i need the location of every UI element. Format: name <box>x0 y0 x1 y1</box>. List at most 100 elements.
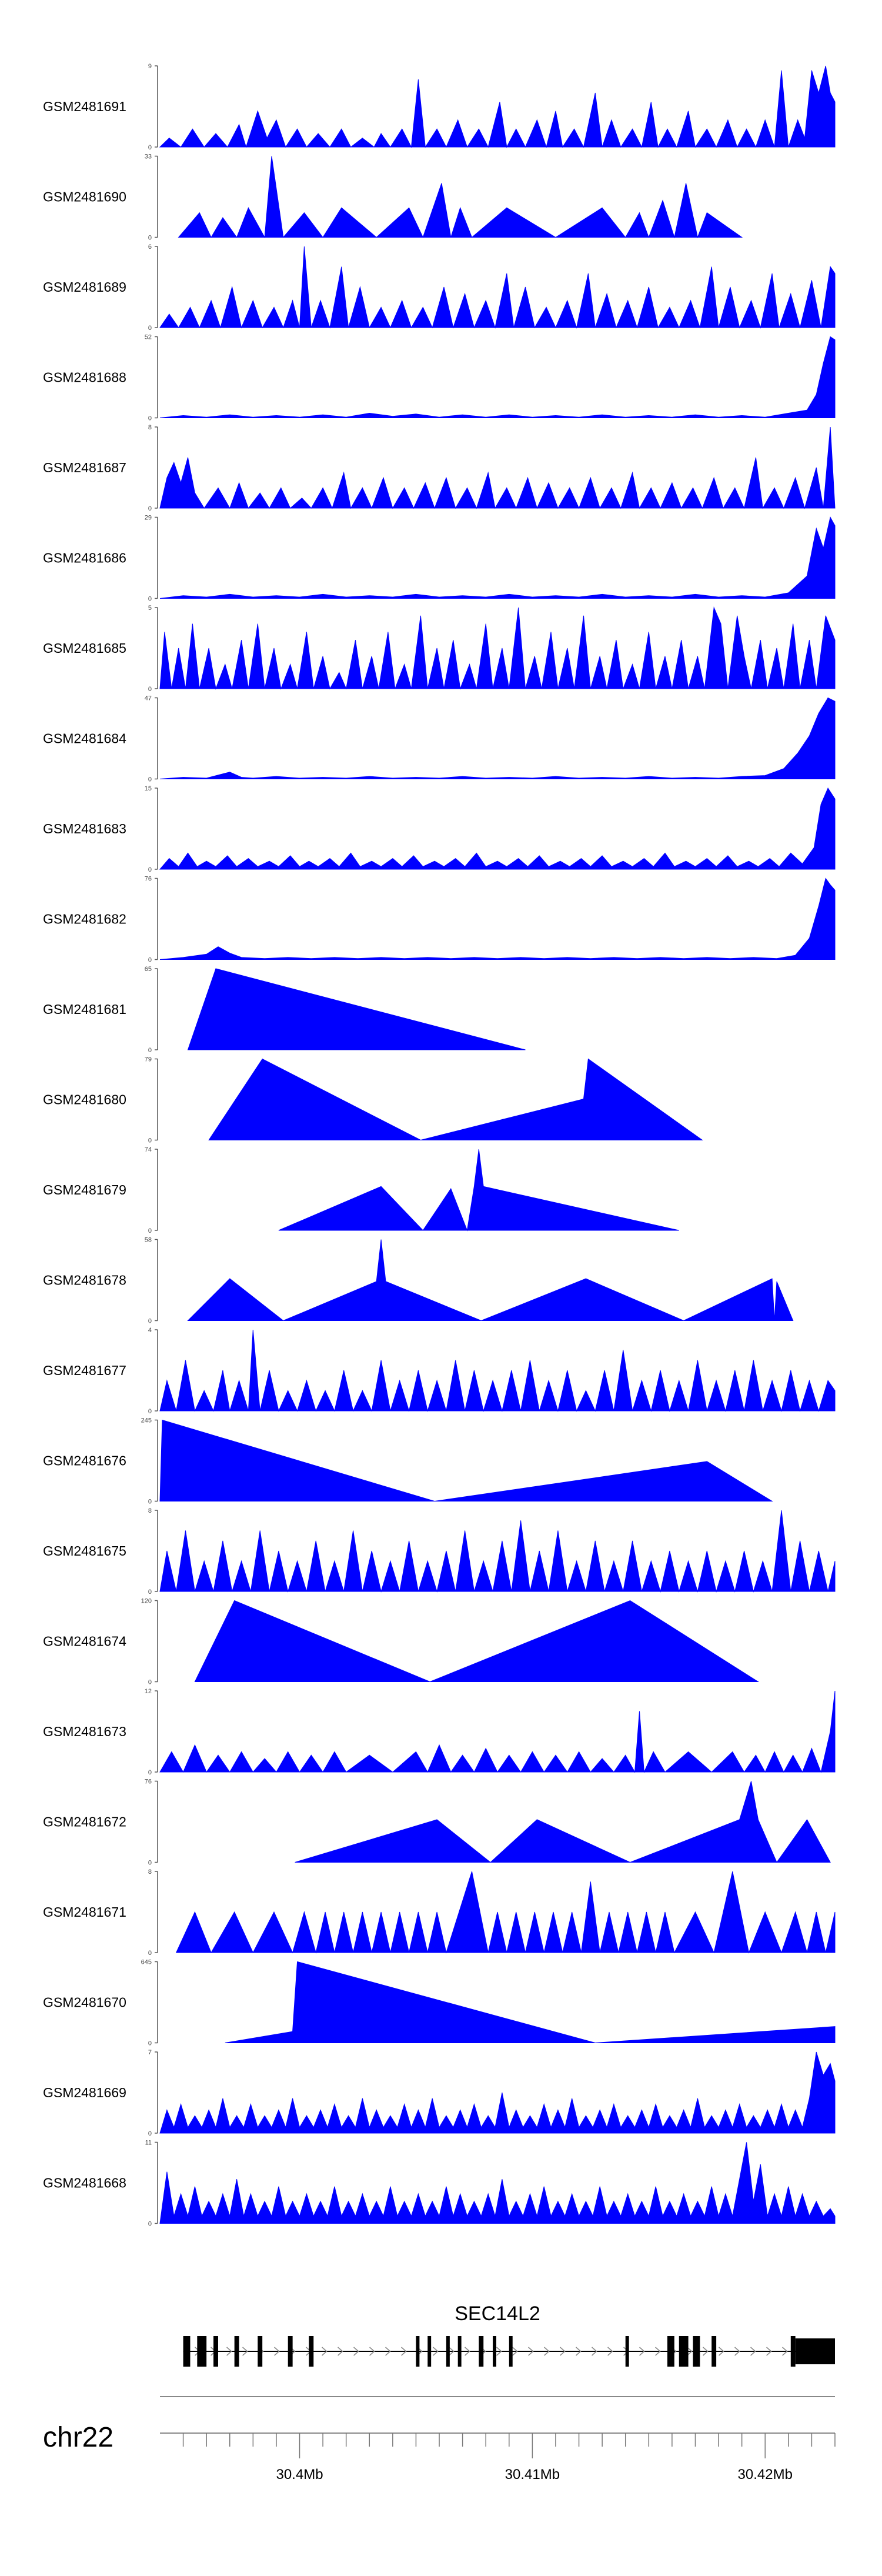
coverage-area <box>159 697 836 779</box>
strand-arrow <box>687 2347 693 2356</box>
track-GSM2481680: GSM2481680 79 0 <box>43 1056 703 1144</box>
strand-arrow <box>607 2347 613 2356</box>
track-GSM2481684: GSM2481684 47 0 <box>43 695 836 783</box>
exon <box>197 2336 207 2367</box>
strand-arrow <box>401 2347 407 2356</box>
y-max-label: 120 <box>141 1598 152 1605</box>
coverage-area <box>159 336 836 418</box>
y-zero-label: 0 <box>148 144 152 151</box>
y-zero-label: 0 <box>148 2040 152 2047</box>
y-max-label: 8 <box>148 1868 152 1876</box>
y-zero-label: 0 <box>148 776 152 783</box>
track-label: GSM2481689 <box>43 279 126 295</box>
y-max-label: 8 <box>148 424 152 431</box>
y-max-label: 15 <box>145 785 152 792</box>
track-GSM2481685: GSM2481685 5 0 <box>43 605 836 693</box>
y-max-label: 11 <box>145 2140 152 2147</box>
track-label: GSM2481672 <box>43 1814 126 1830</box>
track-label: GSM2481674 <box>43 1634 126 1649</box>
track-GSM2481669: GSM2481669 7 0 <box>43 2049 836 2137</box>
y-zero-label: 0 <box>148 1318 152 1325</box>
strand-arrow <box>338 2347 343 2356</box>
strand-arrow <box>766 2347 772 2356</box>
coverage-area <box>225 1961 836 2044</box>
y-zero-label: 0 <box>148 1679 152 1686</box>
y-zero-label: 0 <box>148 325 152 332</box>
track-label: GSM2481684 <box>43 731 126 746</box>
strand-arrow <box>496 2347 502 2356</box>
exon <box>479 2336 484 2367</box>
coverage-area <box>159 1419 773 1502</box>
chromosome-label: chr22 <box>43 2422 113 2453</box>
y-max-label: 245 <box>141 1417 152 1424</box>
track-label: GSM2481682 <box>43 912 126 927</box>
y-max-label: 29 <box>145 515 152 522</box>
y-max-label: 9 <box>148 63 152 70</box>
exon <box>309 2336 314 2367</box>
track-label: GSM2481688 <box>43 370 126 385</box>
track-label: GSM2481681 <box>43 1002 126 1017</box>
y-zero-label: 0 <box>148 1499 152 1506</box>
y-max-label: 8 <box>148 1507 152 1514</box>
gene-exons <box>183 2336 835 2367</box>
coverage-area <box>295 1781 831 1863</box>
track-GSM2481683: GSM2481683 15 0 <box>43 785 836 873</box>
y-zero-label: 0 <box>148 1589 152 1596</box>
strand-arrow <box>528 2347 534 2356</box>
x-tick-label: 30.4Mb <box>276 2467 323 2482</box>
y-zero-label: 0 <box>148 505 152 512</box>
strand-arrow <box>512 2347 518 2356</box>
track-GSM2481675: GSM2481675 8 0 <box>43 1507 836 1596</box>
track-GSM2481672: GSM2481672 76 0 <box>43 1778 831 1867</box>
coverage-area <box>159 2142 836 2224</box>
strand-arrow <box>449 2347 455 2356</box>
track-label: GSM2481677 <box>43 1363 126 1378</box>
y-max-label: 33 <box>145 154 152 161</box>
y-max-label: 645 <box>141 1959 152 1966</box>
exon <box>234 2336 239 2367</box>
track-GSM2481686: GSM2481686 29 0 <box>43 515 836 603</box>
coverage-area <box>159 877 836 960</box>
track-label: GSM2481673 <box>43 1724 126 1739</box>
strand-arrow <box>576 2347 582 2356</box>
coverage-area <box>159 65 836 148</box>
track-label: GSM2481687 <box>43 460 126 475</box>
track-GSM2481687: GSM2481687 8 0 <box>43 424 836 512</box>
x-tick-label: 30.41Mb <box>505 2467 560 2482</box>
y-max-label: 47 <box>145 695 152 702</box>
exon <box>258 2336 263 2367</box>
track-GSM2481671: GSM2481671 8 0 <box>43 1868 836 1957</box>
track-label: GSM2481679 <box>43 1182 126 1197</box>
y-max-label: 76 <box>145 876 152 883</box>
exon <box>790 2336 796 2367</box>
exon <box>693 2336 700 2367</box>
track-GSM2481670: GSM2481670 645 0 <box>43 1959 836 2047</box>
y-zero-label: 0 <box>148 415 152 422</box>
strand-arrow <box>782 2347 788 2356</box>
exon <box>509 2336 513 2367</box>
y-max-label: 58 <box>145 1237 152 1244</box>
strand-arrow <box>433 2347 439 2356</box>
y-zero-label: 0 <box>148 1408 152 1415</box>
strand-arrow <box>322 2347 328 2356</box>
strand-arrow <box>750 2347 756 2356</box>
track-label: GSM2481685 <box>43 640 126 656</box>
y-max-label: 65 <box>145 966 152 973</box>
strand-arrow <box>544 2347 550 2356</box>
track-GSM2481688: GSM2481688 52 0 <box>43 334 836 422</box>
track-label: GSM2481680 <box>43 1092 126 1107</box>
exon <box>795 2338 835 2364</box>
y-zero-label: 0 <box>148 235 152 242</box>
strand-arrow <box>639 2347 645 2356</box>
exon <box>427 2336 432 2367</box>
y-zero-label: 0 <box>148 866 152 873</box>
exon <box>213 2336 218 2367</box>
y-zero-label: 0 <box>148 1860 152 1867</box>
track-label: GSM2481670 <box>43 1995 126 2010</box>
y-zero-label: 0 <box>148 957 152 964</box>
strand-arrow <box>353 2347 359 2356</box>
track-GSM2481679: GSM2481679 74 0 <box>43 1146 679 1234</box>
track-label: GSM2481676 <box>43 1453 126 1469</box>
strand-arrow <box>274 2347 280 2356</box>
y-max-label: 74 <box>145 1146 152 1153</box>
